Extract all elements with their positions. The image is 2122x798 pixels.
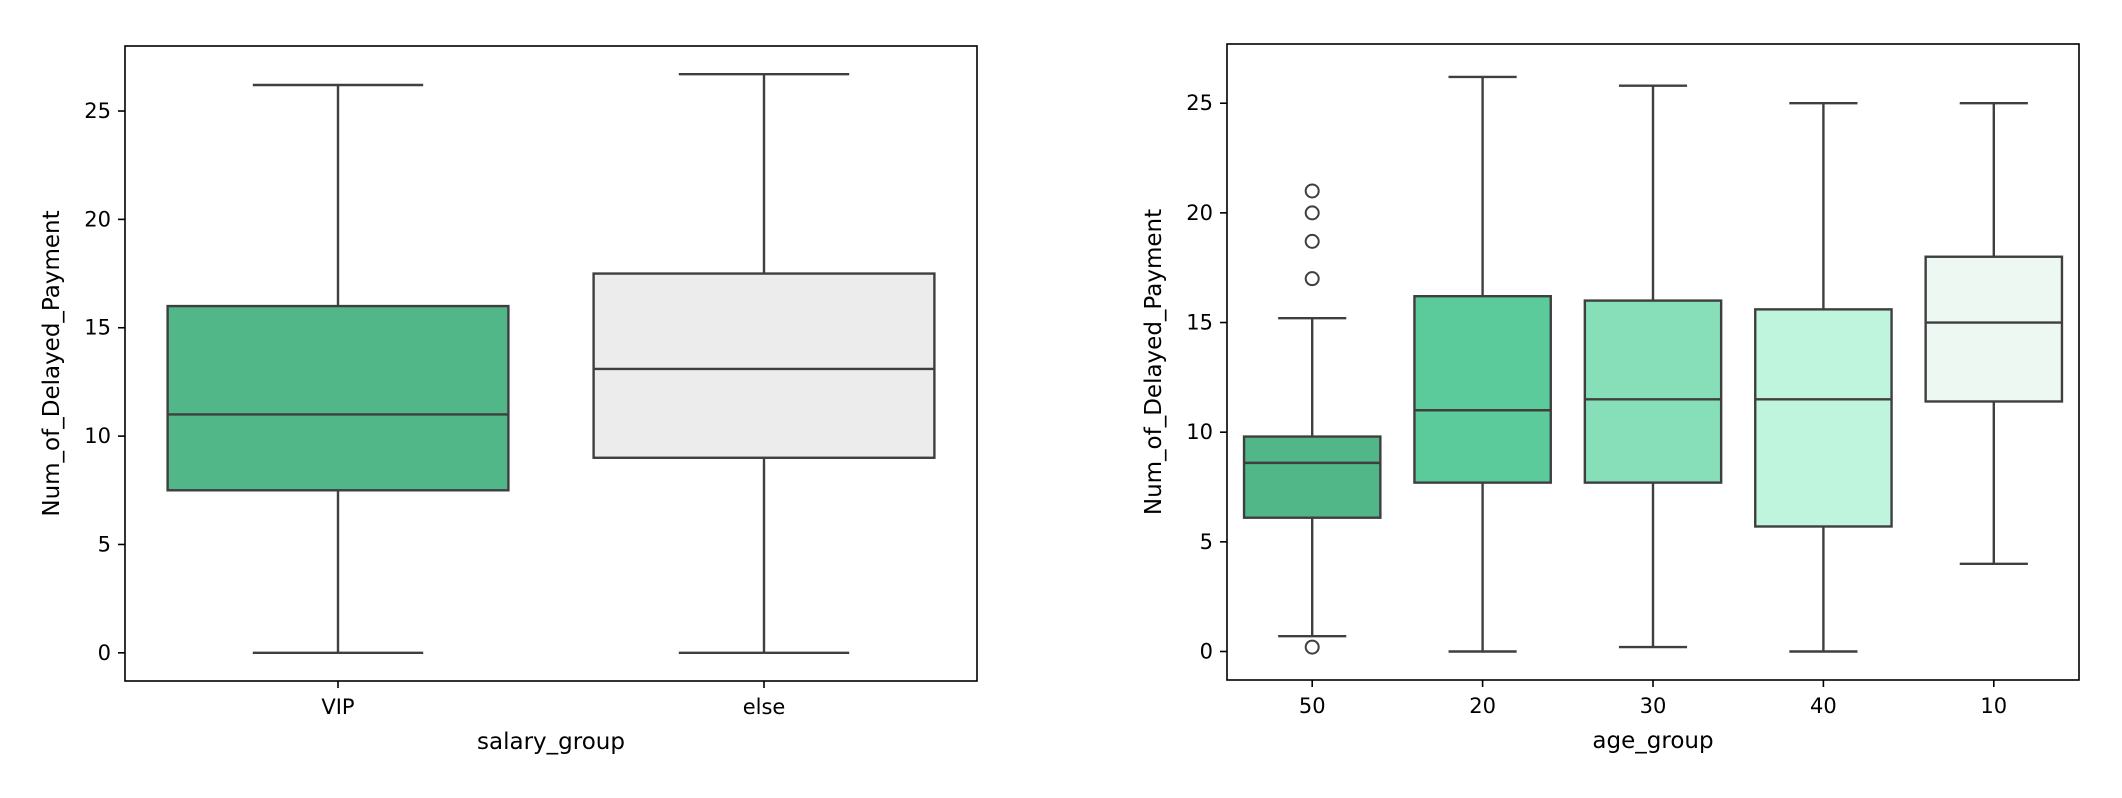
box-40-iqr (1754, 308, 1893, 528)
box-10-iqr (1924, 255, 2064, 403)
y-tick-label: 0 (1200, 639, 1213, 663)
x-tick-label: 40 (1810, 694, 1837, 718)
x-tick-label: VIP (321, 695, 354, 719)
x-tick-label: else (743, 695, 786, 719)
y-tick-label: 5 (1200, 530, 1213, 554)
y-tick-label: 10 (84, 424, 111, 448)
x-axis-label: salary_group (477, 729, 625, 755)
x-tick-label: 20 (1469, 694, 1496, 718)
y-tick-label: 25 (84, 99, 111, 123)
y-tick-label: 5 (98, 532, 111, 556)
age-group-boxplot: 0 5 10 15 20 25 50 20 30 40 10 age_group Num_of_Dela… (1141, 43, 2080, 754)
y-tick-label: 10 (1186, 420, 1213, 444)
y-tick-label: 0 (98, 641, 111, 665)
box-50-outlier (1304, 233, 1320, 249)
box-20-iqr (1413, 295, 1552, 484)
y-tick-label: 25 (1186, 91, 1213, 115)
x-tick-label: 50 (1299, 694, 1326, 718)
box-50-outlier (1304, 183, 1320, 199)
x-axis-label: age_group (1592, 728, 1713, 754)
salary-group-boxplot: 0 5 10 15 20 25 VIP else salary_group Num_of_Dela… (39, 45, 978, 755)
x-tick-label: 30 (1640, 694, 1667, 718)
y-axis-label: Num_of_Delayed_Payment (39, 210, 65, 516)
box-50-iqr (1242, 435, 1382, 519)
box-50-outlier (1304, 271, 1320, 287)
y-tick-label: 20 (84, 207, 111, 231)
box-30-iqr (1583, 299, 1723, 484)
box-else-iqr (592, 272, 936, 459)
y-tick-label: 15 (1186, 311, 1213, 335)
x-tick-label: 10 (1980, 694, 2007, 718)
box-vip-iqr (166, 304, 510, 492)
plot-frame (124, 45, 978, 682)
box-50-outlier (1304, 639, 1320, 655)
box-50-outlier (1304, 205, 1320, 221)
y-axis-label: Num_of_Delayed_Payment (1141, 209, 1167, 515)
y-tick-label: 20 (1186, 201, 1213, 225)
y-tick-label: 15 (84, 316, 111, 340)
